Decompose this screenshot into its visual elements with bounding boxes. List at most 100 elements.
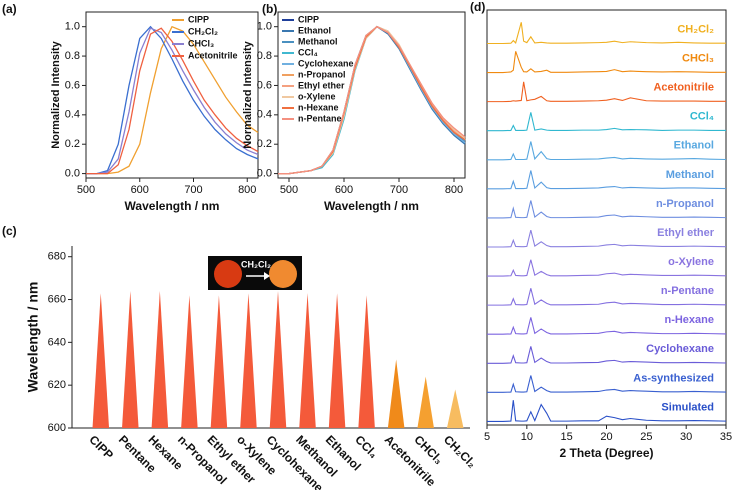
inset-label: CH₂Cl₂ bbox=[241, 259, 271, 269]
spike-bar bbox=[122, 290, 139, 428]
y-tick-label: 0.8 bbox=[257, 50, 272, 62]
legend-label: Cyclohexane bbox=[298, 58, 354, 68]
pattern-line bbox=[487, 81, 726, 103]
y-tick-label: 0.6 bbox=[257, 79, 272, 91]
pattern-line bbox=[487, 317, 727, 335]
pattern-label: Ethanol bbox=[674, 140, 714, 152]
x-tick-label: 30 bbox=[680, 431, 692, 443]
y-tick-label: 0.4 bbox=[65, 109, 80, 121]
legend-label: n-Hexane bbox=[298, 102, 339, 112]
pattern-label: Methanol bbox=[666, 169, 714, 181]
x-tick-label: 500 bbox=[280, 184, 298, 196]
spike-bar bbox=[328, 293, 346, 428]
x-tick-label: 500 bbox=[77, 184, 95, 196]
x-tick-label: 25 bbox=[640, 431, 652, 443]
x-tick-label: CH₂Cl₂ bbox=[441, 432, 479, 470]
y-tick-label: 0.4 bbox=[257, 109, 272, 121]
spike-bar bbox=[181, 295, 198, 428]
spike-bar bbox=[210, 295, 228, 428]
x-tick-label: 700 bbox=[184, 184, 202, 196]
y-tick-label: 0.0 bbox=[257, 167, 272, 179]
pattern-line bbox=[487, 375, 727, 393]
series-line bbox=[278, 25, 466, 175]
legend-label: Ethyl ether bbox=[298, 80, 345, 90]
y-tick-label: 680 bbox=[48, 251, 66, 263]
pattern-label: n-Pentane bbox=[661, 285, 714, 297]
pattern-line bbox=[487, 400, 727, 422]
spike-bar bbox=[417, 376, 434, 428]
plot-frame bbox=[277, 11, 466, 179]
pattern-label: o-Xylene bbox=[668, 256, 714, 268]
pattern-line bbox=[487, 112, 726, 132]
inset-sample-before bbox=[214, 260, 242, 288]
y-tick-label: 600 bbox=[48, 422, 66, 434]
legend-label: o-Xylene bbox=[298, 91, 336, 101]
series-line bbox=[86, 25, 259, 175]
pattern-line bbox=[487, 22, 726, 45]
y-tick-label: 0.8 bbox=[65, 50, 80, 62]
pattern-label: n-Hexane bbox=[664, 314, 714, 326]
pattern-label: As-synthesized bbox=[633, 372, 714, 384]
x-tick-label: 10 bbox=[521, 431, 533, 443]
pattern-line bbox=[487, 170, 727, 190]
y-tick-label: 1.0 bbox=[257, 21, 272, 33]
spike-bar bbox=[299, 293, 316, 428]
y-axis-label: Normalized Intensity bbox=[50, 40, 62, 148]
pattern-label: Acetonitrile bbox=[653, 82, 714, 94]
pattern-label: Simulated bbox=[661, 401, 714, 413]
pattern-line bbox=[487, 259, 727, 277]
series-line bbox=[86, 25, 259, 175]
y-tick-label: 1.0 bbox=[65, 21, 80, 33]
spike-bar bbox=[358, 295, 375, 428]
legend-label: Methanol bbox=[298, 36, 338, 46]
legend-label: n-Pentane bbox=[298, 113, 342, 123]
pattern-line bbox=[487, 288, 727, 306]
pattern-label: CH₂Cl₂ bbox=[677, 23, 714, 35]
x-tick-label: 800 bbox=[445, 184, 463, 196]
legend-label: Acetonitrile bbox=[188, 50, 238, 60]
x-tick-label: 800 bbox=[238, 184, 256, 196]
x-tick-label: 15 bbox=[561, 431, 573, 443]
pattern-label: Ethyl ether bbox=[657, 227, 715, 239]
inset-photo: CH₂Cl₂ bbox=[208, 256, 302, 290]
y-tick-label: 0.6 bbox=[65, 79, 80, 91]
spike-bar bbox=[151, 290, 169, 428]
pattern-label: CHCl₃ bbox=[682, 53, 714, 65]
y-axis-label: Wavelength / nm bbox=[25, 282, 41, 393]
x-tick-label: 600 bbox=[131, 184, 149, 196]
panel-label: (b) bbox=[262, 2, 277, 16]
spike-bar bbox=[240, 293, 257, 428]
x-tick-label: 20 bbox=[600, 431, 612, 443]
legend-label: Ethanol bbox=[298, 25, 331, 35]
pattern-label: CCl₄ bbox=[690, 111, 714, 123]
panel-label: (c) bbox=[2, 224, 17, 238]
y-tick-label: 640 bbox=[48, 336, 66, 348]
spike-bar bbox=[92, 293, 110, 428]
legend-label: CCl₄ bbox=[298, 47, 318, 57]
pattern-line bbox=[487, 229, 727, 248]
x-tick-label: 5 bbox=[484, 431, 490, 443]
y-tick-label: 0.2 bbox=[257, 138, 272, 150]
x-axis-label: Wavelength / nm bbox=[125, 199, 220, 213]
legend-label: n-Propanol bbox=[298, 69, 346, 79]
pattern-line bbox=[487, 141, 727, 161]
x-axis-label: 2 Theta (Degree) bbox=[559, 446, 653, 460]
series-line bbox=[86, 27, 259, 175]
y-axis-label: Normalized Intensity bbox=[242, 40, 254, 148]
legend-label: CHCl₃ bbox=[188, 38, 214, 48]
spike-bar bbox=[269, 290, 287, 428]
pattern-line bbox=[487, 200, 727, 219]
pattern-label: Cyclohexane bbox=[646, 343, 714, 355]
spike-bar bbox=[387, 359, 405, 428]
y-tick-label: 0.0 bbox=[65, 167, 80, 179]
plot-frame bbox=[85, 11, 259, 179]
legend-label: CIPP bbox=[298, 14, 319, 24]
series-line bbox=[86, 27, 259, 175]
x-tick-label: 700 bbox=[390, 184, 408, 196]
y-tick-label: 660 bbox=[48, 293, 66, 305]
x-tick-label: 35 bbox=[720, 431, 732, 443]
legend-label: CH₂Cl₂ bbox=[188, 26, 218, 36]
x-tick-label: CIPP bbox=[86, 432, 116, 462]
